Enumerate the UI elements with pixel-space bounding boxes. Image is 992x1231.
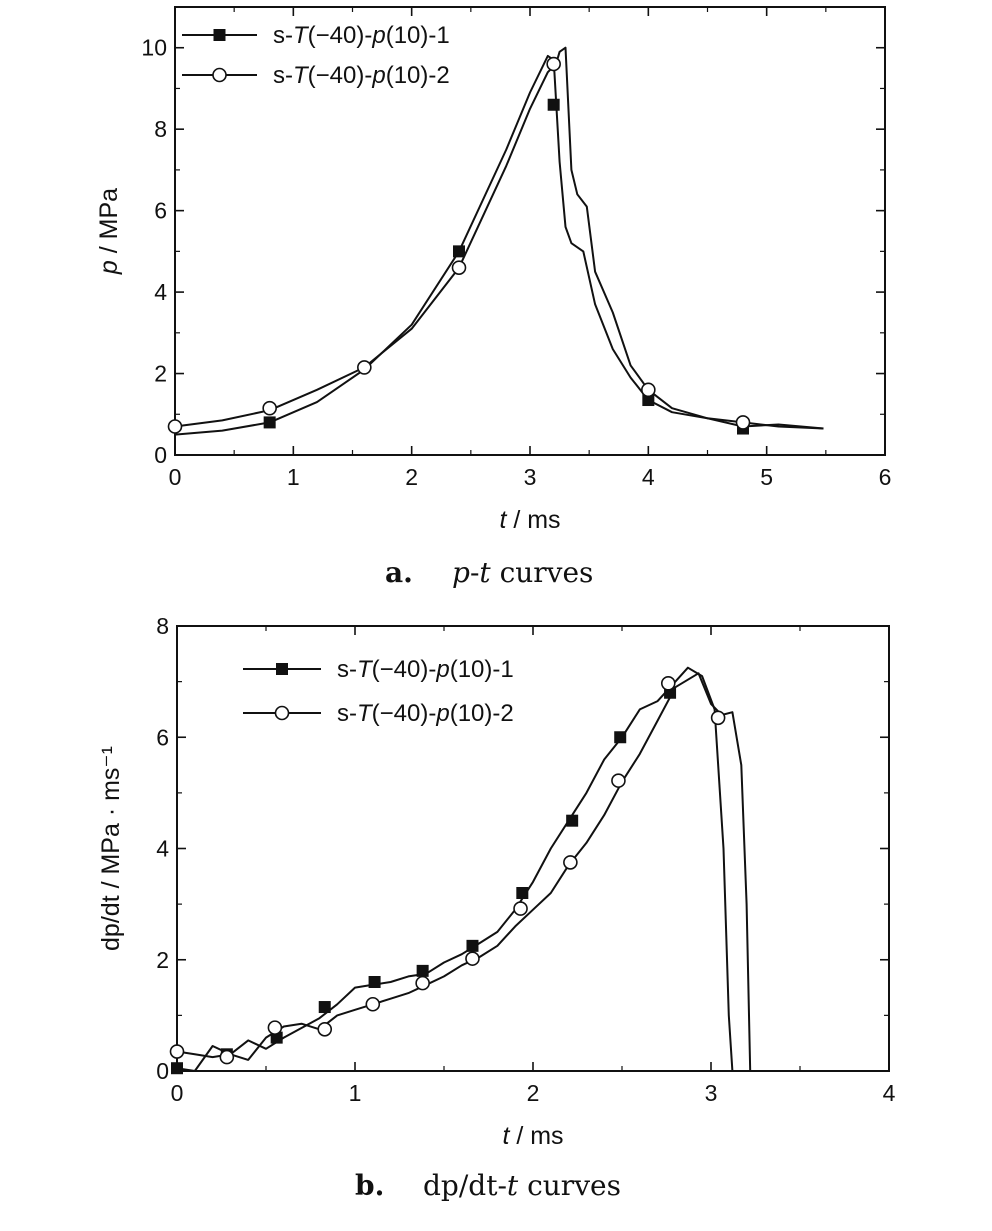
series-line-1	[174, 54, 824, 436]
x-tick-label: 1	[349, 1080, 362, 1106]
legend-marker-2	[274, 705, 290, 721]
series-2-marker	[563, 855, 578, 870]
series-2-marker	[735, 415, 751, 430]
plot-frame	[176, 625, 890, 1072]
series-1-marker	[516, 887, 529, 899]
series-2-marker	[546, 56, 561, 72]
chart-panel-b: 0 1 2 3 4 0 2 4 6 8 t / ms dp/dt / MPa · ms⁻¹ s-T(−4…	[97, 613, 896, 1202]
caption-letter: b.	[355, 1169, 384, 1202]
series-2-marker	[167, 419, 183, 434]
series-1-marker	[263, 416, 276, 429]
x-tick-label: 3	[524, 464, 537, 490]
x-tick-label: 2	[527, 1080, 540, 1106]
series-1-marker	[614, 731, 627, 744]
y-tick-label: 2	[154, 361, 167, 387]
y-tick-label: 8	[156, 613, 169, 639]
series-line-2	[174, 46, 824, 430]
chart-panel-a: 0 1 2 3 4 5 6 0 2 4 6 8 10 t / ms p / MPa s-T(−40)-p(10…	[95, 6, 892, 589]
y-tick-label: 0	[154, 442, 167, 468]
caption-letter: a.	[385, 556, 413, 589]
x-axis-title: t / ms	[502, 1122, 563, 1150]
legend-marker-1	[276, 663, 288, 675]
caption-text: dp/dt-t curves	[423, 1169, 621, 1202]
y-tick-label: 4	[154, 279, 167, 305]
series-2-marker	[169, 1044, 185, 1059]
legend-entry-1: s-T(−40)-p(10)-1	[273, 22, 450, 49]
series-2-marker	[365, 996, 381, 1012]
x-axis-title: t / ms	[499, 506, 560, 534]
x-tick-label: 0	[171, 1080, 184, 1106]
series-1-marker	[547, 98, 560, 111]
series-2-marker	[465, 951, 480, 966]
legend-marker-1	[213, 29, 226, 41]
series-2-marker	[611, 773, 626, 788]
series-1-marker	[171, 1062, 183, 1075]
series-1-marker	[318, 1001, 331, 1014]
series-2-marker	[219, 1049, 235, 1065]
x-tick-label: 6	[879, 464, 892, 490]
series-2-marker	[267, 1020, 283, 1035]
y-tick-label: 10	[141, 35, 167, 61]
x-tick-label: 2	[405, 464, 418, 490]
series-2-marker	[710, 710, 726, 726]
series-2-marker	[451, 260, 467, 275]
series-1-marker	[453, 245, 465, 258]
series-2-marker	[660, 675, 676, 691]
y-tick-label: 2	[156, 947, 169, 973]
series-1-marker	[642, 394, 655, 407]
series-1-marker	[368, 976, 381, 988]
x-tick-label: 1	[287, 464, 300, 490]
series-2-marker	[415, 975, 430, 991]
series-2-marker	[317, 1021, 333, 1037]
caption-text: p-t curves	[452, 556, 593, 589]
x-tick-label: 0	[169, 464, 182, 490]
y-tick-label: 0	[156, 1058, 169, 1084]
y-axis-title: p / MPa	[95, 188, 123, 275]
x-tick-label: 3	[705, 1080, 718, 1106]
legend-entry-2: s-T(−40)-p(10)-2	[273, 62, 450, 89]
y-axis-title: dp/dt / MPa · ms⁻¹	[97, 746, 125, 951]
series-1-marker	[566, 814, 579, 827]
series-2-marker	[357, 360, 372, 375]
legend-entry-2: s-T(−40)-p(10)-2	[337, 700, 514, 727]
y-tick-label: 8	[154, 116, 167, 142]
x-tick-label: 4	[883, 1080, 896, 1106]
series-1-marker	[416, 964, 429, 977]
series-line-1	[176, 666, 734, 1072]
series-2-marker	[262, 400, 277, 416]
series-2-marker	[641, 382, 656, 398]
y-tick-label: 6	[154, 198, 167, 224]
y-tick-label: 6	[156, 724, 169, 750]
y-tick-label: 4	[156, 836, 169, 862]
series-2-marker	[513, 901, 528, 916]
x-tick-label: 4	[642, 464, 655, 490]
legend-marker-2	[212, 67, 227, 83]
series-1-marker	[466, 939, 479, 952]
series-line-2	[176, 672, 752, 1072]
legend-entry-1: s-T(−40)-p(10)-1	[337, 656, 514, 683]
x-tick-label: 5	[760, 464, 773, 490]
